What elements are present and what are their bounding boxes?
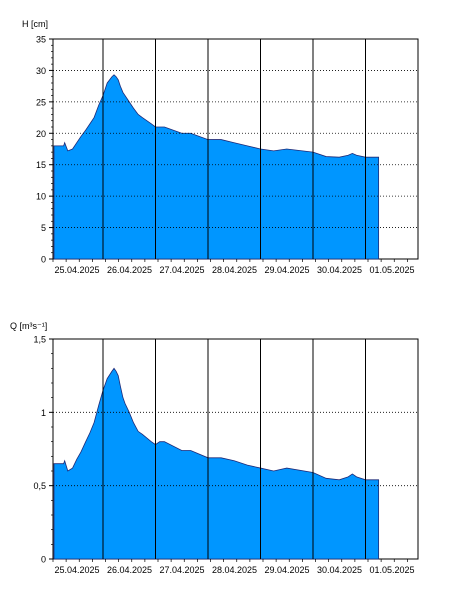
y-tick-label: 35: [36, 35, 46, 45]
x-tick-label: 29.04.2025: [264, 265, 309, 275]
x-tick-label: 30.04.2025: [317, 565, 362, 575]
y-tick-label: 0: [41, 555, 46, 565]
x-tick-label: 29.04.2025: [264, 565, 309, 575]
water-level-chart: H [cm] 0 5 10 15 20 25 30 35 25.04.2025 26.04.202…: [22, 19, 419, 275]
x-tick-label: 28.04.2025: [212, 265, 257, 275]
x-tick-label: 27.04.2025: [159, 265, 204, 275]
area-series: [53, 74, 380, 260]
y-axis-label: H [cm]: [22, 19, 48, 29]
x-tick-label: 28.04.2025: [212, 565, 257, 575]
x-tick-label: 25.04.2025: [54, 565, 99, 575]
x-tick-label: 01.05.2025: [369, 565, 414, 575]
x-tick-label: 01.05.2025: [369, 265, 414, 275]
area-series: [53, 367, 380, 560]
x-tick-label: 27.04.2025: [159, 565, 204, 575]
y-tick-label: 30: [36, 66, 46, 76]
y-tick-label: 5: [41, 223, 46, 233]
x-tick-label: 25.04.2025: [54, 265, 99, 275]
x-tick-label: 30.04.2025: [317, 265, 362, 275]
y-tick-label: 1,5: [33, 335, 46, 345]
y-tick-label: 15: [36, 160, 46, 170]
y-axis-label: Q [m³s⁻¹]: [10, 321, 47, 331]
plot-area: 0 5 10 15 20 25 30 35 25.04.2025 26.04.2025 27.04.…: [36, 35, 419, 275]
plot-area: 0 0,5 1 1,5 25.04.2025 26.04.2025 27.04.2025 28…: [33, 335, 419, 575]
y-tick-label: 10: [36, 192, 46, 202]
y-tick-label: 25: [36, 97, 46, 107]
y-tick-label: 20: [36, 129, 46, 139]
y-tick-label: 0,5: [33, 481, 46, 491]
x-tick-label: 26.04.2025: [107, 565, 152, 575]
y-tick-label: 1: [41, 408, 46, 418]
y-tick-label: 0: [41, 255, 46, 265]
discharge-chart: Q [m³s⁻¹] 0 0,5 1 1,5 25.04.2025 26.04.2025 27…: [10, 321, 419, 575]
x-tick-label: 26.04.2025: [107, 265, 152, 275]
